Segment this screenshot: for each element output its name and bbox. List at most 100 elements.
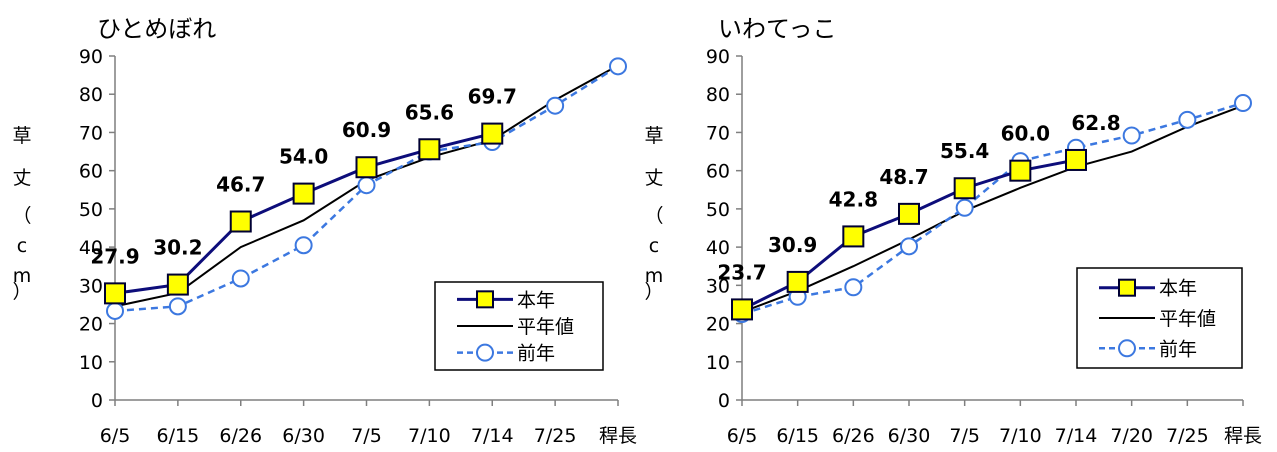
x-tick-label: 7/14 bbox=[471, 425, 514, 447]
data-label: 23.7 bbox=[717, 260, 766, 284]
y-tick-label: 30 bbox=[706, 275, 730, 297]
current-year-point bbox=[355, 156, 378, 179]
data-label: 69.7 bbox=[468, 85, 517, 109]
legend-marker-previous-year bbox=[1118, 339, 1136, 358]
previous-year-point bbox=[106, 301, 124, 320]
x-tick-label: 6/26 bbox=[219, 425, 262, 447]
legend-marker-previous-year bbox=[476, 343, 494, 362]
y-tick-label: 20 bbox=[706, 314, 730, 336]
data-label: 54.0 bbox=[279, 145, 328, 169]
x-tick-label: 6/5 bbox=[727, 425, 758, 447]
current-year-point bbox=[953, 177, 976, 200]
legend-label: 本年 bbox=[1159, 278, 1197, 300]
data-label: 27.9 bbox=[90, 244, 139, 268]
x-tick-label: 6/5 bbox=[100, 425, 131, 447]
previous-year-point bbox=[609, 57, 627, 76]
x-tick-label: 7/20 bbox=[1110, 425, 1153, 447]
data-label: 30.2 bbox=[153, 236, 202, 260]
current-year-point bbox=[1009, 159, 1032, 182]
previous-year-point bbox=[231, 269, 250, 288]
y-axis-label-char: c bbox=[649, 235, 659, 257]
y-axis-label-char: m bbox=[13, 265, 32, 287]
y-axis-label-char: 丈 bbox=[644, 167, 663, 189]
data-label: 55.4 bbox=[940, 139, 989, 163]
current-year-point bbox=[786, 270, 809, 293]
legend-label: 前年 bbox=[1159, 338, 1197, 360]
y-tick-label: 40 bbox=[706, 237, 730, 259]
current-year-point bbox=[481, 122, 504, 145]
y-axis-label-char: ） bbox=[644, 281, 663, 303]
x-tick-label: 7/14 bbox=[1055, 425, 1098, 447]
data-label: 46.7 bbox=[216, 173, 265, 197]
chart-title: いわてっこ bbox=[718, 15, 837, 43]
current-year-point bbox=[842, 225, 865, 248]
legend-label: 前年 bbox=[517, 343, 555, 365]
y-tick-label: 30 bbox=[79, 275, 103, 297]
previous-year-point bbox=[955, 198, 974, 217]
chart-title: ひとめぼれ bbox=[97, 15, 216, 43]
current-year-point bbox=[292, 182, 315, 205]
y-tick-label: 50 bbox=[79, 199, 103, 221]
y-axis-label-char: （ bbox=[644, 205, 663, 227]
previous-year-point bbox=[900, 237, 918, 256]
previous-year-point bbox=[168, 297, 187, 316]
y-tick-label: 90 bbox=[706, 46, 730, 68]
y-tick-label: 20 bbox=[79, 314, 103, 336]
current-year-point bbox=[229, 210, 252, 233]
y-axis-label-char: ） bbox=[12, 281, 31, 303]
previous-year-point bbox=[844, 278, 863, 297]
y-tick-label: 10 bbox=[79, 352, 103, 374]
data-label: 65.6 bbox=[405, 100, 454, 124]
legend-label: 本年 bbox=[517, 289, 555, 311]
y-tick-label: 40 bbox=[79, 237, 103, 259]
y-tick-label: 90 bbox=[79, 46, 103, 68]
current-year-point bbox=[418, 138, 441, 161]
x-tick-label: 7/25 bbox=[534, 425, 577, 447]
y-tick-label: 10 bbox=[706, 352, 730, 374]
y-tick-label: 50 bbox=[706, 199, 730, 221]
data-label: 62.8 bbox=[1071, 111, 1120, 135]
y-axis-label-char: 草 bbox=[12, 125, 31, 147]
legend-label: 平年値 bbox=[1159, 308, 1216, 330]
current-year-point bbox=[731, 298, 753, 321]
legend-marker-current-year bbox=[1118, 278, 1136, 297]
y-axis-label-char: （ bbox=[12, 205, 31, 227]
x-tick-label: 6/15 bbox=[157, 425, 200, 447]
legend-label: 平年値 bbox=[517, 316, 574, 338]
y-tick-label: 70 bbox=[706, 122, 730, 144]
previous-year-point bbox=[1122, 126, 1141, 145]
data-label: 42.8 bbox=[829, 187, 878, 211]
previous-year-point bbox=[357, 176, 376, 195]
x-tick-label: 7/25 bbox=[1166, 425, 1209, 447]
previous-year-point bbox=[546, 96, 565, 115]
y-tick-label: 80 bbox=[706, 84, 730, 106]
current-year-point bbox=[166, 273, 189, 296]
x-tick-label: 稈長 bbox=[1224, 425, 1262, 447]
chart-1: ひとめぼれ 0 10 20 30 40 50 60 70 80 90 6/5 6/15 6/26 6/30 7… bbox=[12, 15, 637, 447]
series-line-previous-year bbox=[741, 101, 1244, 316]
data-label: 48.7 bbox=[879, 165, 928, 189]
y-axis-label-char: c bbox=[17, 235, 27, 257]
y-tick-label: 80 bbox=[79, 84, 103, 106]
x-tick-label: 7/5 bbox=[351, 425, 382, 447]
data-label: 30.9 bbox=[768, 233, 817, 257]
x-tick-label: 6/30 bbox=[282, 425, 325, 447]
x-tick-label: 7/10 bbox=[999, 425, 1042, 447]
current-year-point bbox=[1065, 148, 1087, 171]
series-line-average bbox=[741, 104, 1244, 314]
y-axis-label-char: 草 bbox=[644, 125, 663, 147]
x-tick-label: 6/15 bbox=[776, 425, 819, 447]
x-tick-label: 6/30 bbox=[888, 425, 931, 447]
current-year-point bbox=[104, 282, 126, 305]
y-tick-label: 0 bbox=[91, 390, 103, 412]
y-tick-label: 60 bbox=[79, 161, 103, 183]
previous-year-point bbox=[1234, 94, 1252, 113]
y-tick-label: 70 bbox=[79, 122, 103, 144]
data-label: 60.9 bbox=[342, 118, 391, 142]
previous-year-point bbox=[1178, 110, 1197, 129]
legend-marker-current-year bbox=[476, 290, 494, 309]
y-tick-label: 60 bbox=[706, 161, 730, 183]
y-tick-label: 0 bbox=[718, 390, 730, 412]
